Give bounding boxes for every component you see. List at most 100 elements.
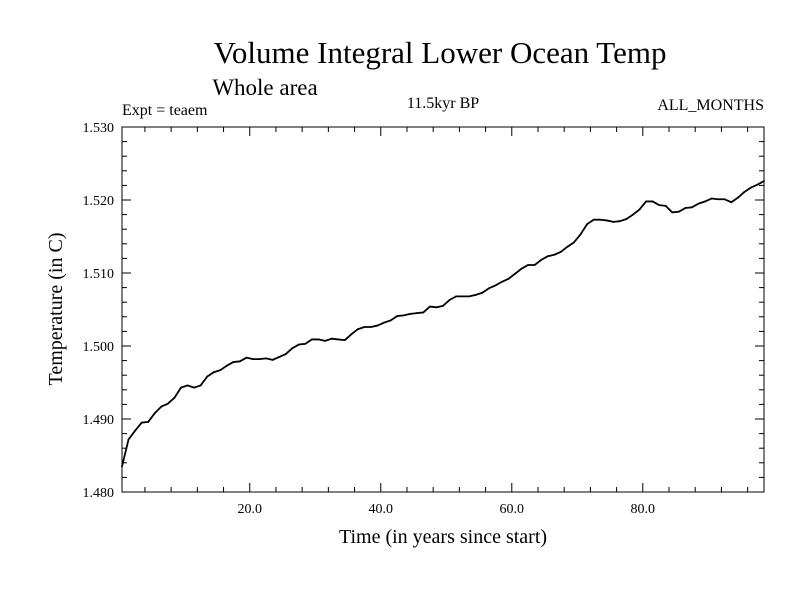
data-point (514, 272, 516, 275)
data-point (304, 342, 307, 345)
data-point (265, 357, 268, 360)
data-point (140, 421, 143, 424)
data-point (330, 337, 333, 340)
data-point (337, 338, 340, 341)
x-axis-label: Time (in years since start) (339, 526, 547, 548)
data-point (127, 438, 130, 441)
data-point (677, 210, 680, 213)
data-point (455, 295, 457, 298)
data-point (481, 291, 484, 294)
x-tick-label: 20.0 (237, 502, 262, 517)
data-point (533, 264, 536, 266)
data-point (219, 369, 222, 371)
data-point (553, 253, 556, 256)
data-point (415, 312, 418, 315)
data-point (494, 284, 497, 287)
data-point (199, 384, 202, 387)
data-point (442, 304, 444, 307)
chart-subtitle: Whole area (212, 75, 317, 100)
data-point (363, 326, 366, 328)
data-point (520, 267, 523, 270)
months-label: ALL_MONTHS (657, 97, 764, 114)
y-tick-label: 1.520 (83, 194, 115, 209)
data-point (389, 319, 392, 322)
data-point (573, 241, 575, 244)
temperature-series-line (121, 180, 765, 467)
data-point (527, 264, 530, 266)
data-point (173, 396, 176, 399)
data-point (605, 219, 608, 222)
data-point (684, 207, 687, 209)
data-point (409, 312, 412, 315)
data-point (658, 204, 661, 207)
data-point (134, 429, 137, 432)
data-point (501, 280, 503, 283)
data-point (723, 198, 726, 201)
data-point (671, 211, 674, 214)
x-tick-label: 40.0 (369, 502, 394, 517)
data-point (507, 277, 510, 280)
y-tick-label: 1.500 (83, 340, 115, 355)
data-point (487, 287, 490, 290)
data-point (763, 180, 765, 182)
data-point (376, 324, 379, 327)
data-point (756, 183, 759, 186)
data-point (560, 250, 562, 253)
data-point (429, 305, 431, 308)
data-point (546, 255, 549, 258)
data-point (239, 360, 241, 363)
data-point (448, 299, 451, 301)
y-tick-label: 1.530 (83, 121, 115, 136)
data-point (710, 197, 713, 200)
y-tick-label: 1.480 (83, 486, 115, 501)
data-point (212, 371, 215, 374)
data-point (402, 314, 405, 317)
data-point (435, 306, 438, 309)
data-point (396, 315, 399, 317)
data-point (625, 218, 628, 220)
data-point (645, 200, 647, 203)
data-point (206, 375, 209, 378)
series-points (121, 180, 765, 468)
data-point (704, 200, 706, 203)
data-point (730, 201, 733, 204)
data-point (180, 386, 182, 389)
data-point (736, 196, 739, 199)
data-point (612, 221, 615, 223)
data-point (743, 191, 746, 193)
data-point (232, 361, 235, 363)
data-point (297, 343, 300, 346)
data-point (638, 208, 641, 211)
data-point (540, 258, 543, 261)
data-point (618, 220, 621, 223)
data-point (245, 356, 248, 359)
data-point (370, 326, 372, 328)
data-point (461, 295, 464, 298)
data-point (586, 223, 589, 225)
data-point (383, 321, 385, 324)
data-point (566, 245, 569, 248)
data-point (186, 384, 189, 387)
y-axis-label: Temperature (in C) (45, 233, 67, 386)
data-point (291, 347, 294, 350)
data-point (651, 200, 654, 203)
data-point (311, 338, 313, 341)
period-label: 11.5kyr BP (407, 95, 479, 112)
data-point (474, 294, 477, 296)
data-point (422, 311, 425, 314)
data-point (160, 405, 163, 408)
data-point (258, 358, 261, 361)
data-point (579, 233, 582, 236)
data-point (343, 339, 346, 342)
data-point (271, 358, 274, 361)
data-point (225, 364, 228, 367)
x-tick-label: 60.0 (500, 502, 525, 517)
chart-title: Volume Integral Lower Ocean Temp (214, 35, 667, 70)
data-point (252, 358, 254, 361)
x-tick-labels: 20.0 40.0 60.0 80.0 (237, 502, 655, 517)
y-tick-label: 1.510 (83, 267, 115, 282)
data-point (153, 412, 156, 415)
data-point (697, 202, 700, 205)
plot-frame (121, 126, 765, 493)
